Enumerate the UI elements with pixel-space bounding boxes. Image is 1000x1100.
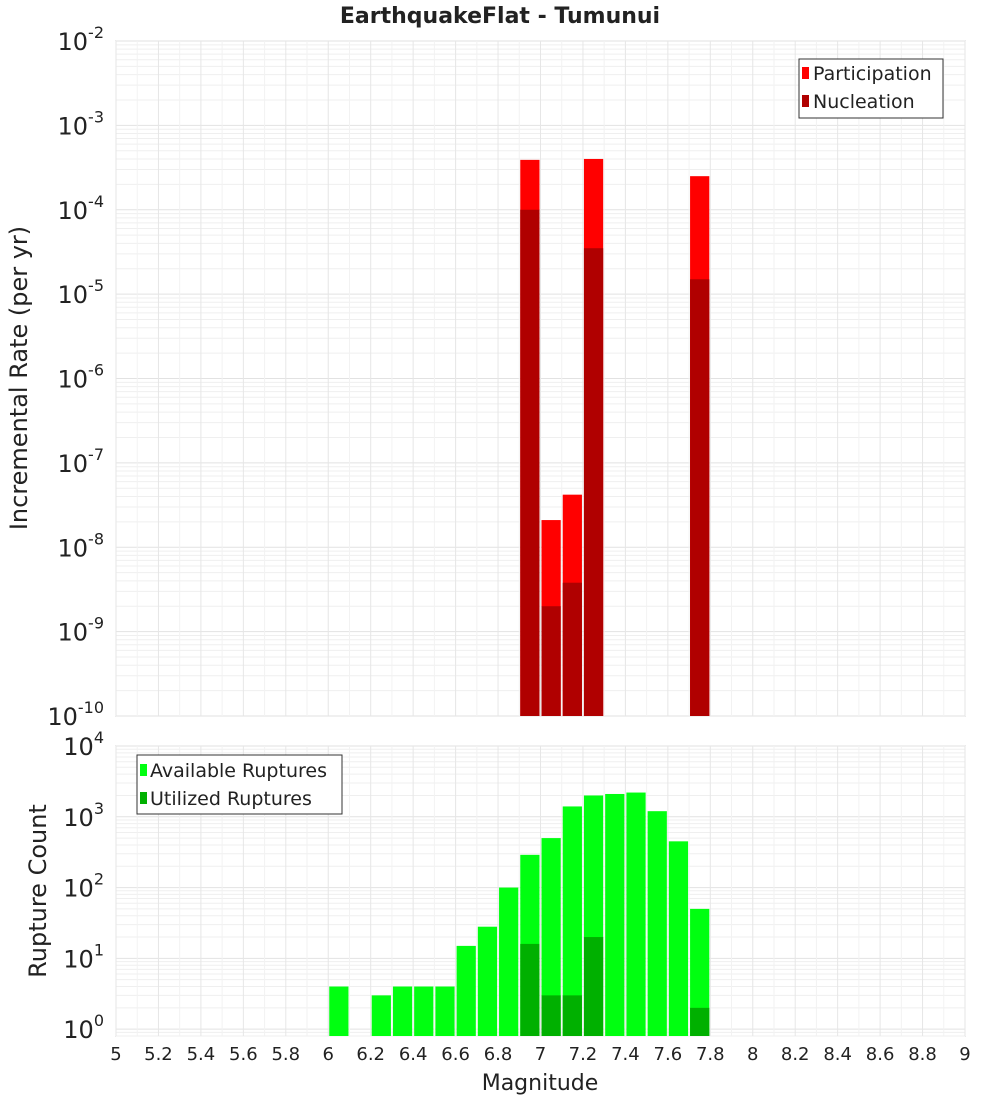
available-ruptures-bar <box>435 986 455 1036</box>
utilized-ruptures-bar <box>583 937 604 1036</box>
x-tick-label: 7.8 <box>696 1044 725 1065</box>
x-tick-label: 7.6 <box>654 1044 683 1065</box>
bottom-legend-box <box>136 754 343 815</box>
legend-swatch-utilized <box>140 792 147 804</box>
x-tick-labels: 5 5.2 5.4 5.6 5.8 6 6.2 6.4 6.6 6.8 7 7.2 7.4 7.6 7.8 8… <box>110 1044 970 1065</box>
top-y-tick-labels: 10-2 10-3 10-4 10-5 10-6 10-7 10-8 10-9 10-10 <box>47 23 104 731</box>
y-tick-label: 10-3 <box>58 107 105 140</box>
y-tick-label: 10-5 <box>58 276 105 309</box>
x-tick-label: 6.2 <box>356 1044 385 1065</box>
top-legend: Participation Nucleation <box>798 58 944 119</box>
y-tick-label: 10-2 <box>58 23 105 56</box>
top-panel: 10-2 10-3 10-4 10-5 10-6 10-7 10-8 10-9 10-10 In… <box>5 23 966 731</box>
utilized-ruptures-bar <box>520 943 540 1036</box>
legend-label-nucleation: Nucleation <box>813 91 915 113</box>
nucleation-bar <box>520 209 540 716</box>
nucleation-bar <box>562 582 582 716</box>
nucleation-bar <box>690 279 710 716</box>
bottom-legend: Available Ruptures Utilized Ruptures <box>136 754 343 815</box>
bottom-panel: 104 103 102 101 100 Rupture Count Available … <box>24 728 966 1044</box>
available-ruptures-bar <box>626 792 646 1036</box>
y-tick-label: 10-4 <box>58 192 105 225</box>
x-tick-label: 6.8 <box>484 1044 513 1065</box>
available-ruptures-bar <box>690 908 710 1036</box>
y-tick-label: 10-8 <box>58 529 105 562</box>
x-tick-label: 9 <box>959 1044 970 1065</box>
bottom-y-tick-labels: 104 103 102 101 100 <box>63 728 104 1044</box>
available-ruptures-bar <box>477 926 498 1036</box>
y-tick-label: 10-6 <box>58 361 105 394</box>
top-legend-box <box>798 58 944 119</box>
x-tick-label: 5.6 <box>229 1044 258 1065</box>
top-gridlines <box>115 40 966 717</box>
x-tick-label: 8 <box>747 1044 758 1065</box>
x-tick-label: 6.4 <box>399 1044 428 1065</box>
x-tick-label: 7 <box>535 1044 546 1065</box>
bottom-bars <box>329 792 710 1036</box>
legend-label-available: Available Ruptures <box>150 760 327 782</box>
x-tick-label: 5.2 <box>144 1044 173 1065</box>
x-tick-label: 5 <box>110 1044 121 1065</box>
available-ruptures-bar <box>562 806 582 1036</box>
available-ruptures-bar <box>414 986 434 1036</box>
top-bars <box>520 158 710 717</box>
x-tick-label: 7.4 <box>611 1044 640 1065</box>
chart-title: EarthquakeFlat - Tumunui <box>340 4 660 29</box>
bottom-y-axis-label: Rupture Count <box>24 804 52 978</box>
available-ruptures-bar <box>605 793 625 1036</box>
x-axis-label: Magnitude <box>482 1071 599 1096</box>
nucleation-bar <box>541 606 561 716</box>
y-tick-label: 10-10 <box>47 698 104 731</box>
x-tick-label: 7.2 <box>569 1044 598 1065</box>
x-tick-label: 6.6 <box>441 1044 470 1065</box>
utilized-ruptures-bar <box>562 995 582 1036</box>
y-tick-label: 104 <box>63 728 104 761</box>
y-tick-label: 102 <box>63 870 104 903</box>
x-tick-label: 8.6 <box>866 1044 895 1065</box>
legend-label-participation: Participation <box>813 63 932 85</box>
utilized-ruptures-bar <box>541 995 561 1036</box>
legend-swatch-available <box>140 764 147 776</box>
top-y-axis-label: Incremental Rate (per yr) <box>5 226 33 530</box>
y-tick-label: 100 <box>63 1011 104 1044</box>
legend-label-utilized: Utilized Ruptures <box>150 788 312 810</box>
y-tick-label: 103 <box>63 799 104 832</box>
x-tick-label: 8.2 <box>781 1044 810 1065</box>
nucleation-bar <box>583 248 604 717</box>
available-ruptures-bar <box>329 986 349 1036</box>
x-tick-label: 5.4 <box>187 1044 216 1065</box>
legend-swatch-participation <box>802 67 809 79</box>
legend-swatch-nucleation <box>802 95 809 107</box>
x-tick-label: 5.8 <box>271 1044 300 1065</box>
y-tick-label: 101 <box>63 940 104 973</box>
x-tick-label: 8.8 <box>908 1044 937 1065</box>
available-ruptures-bar <box>541 838 561 1036</box>
x-tick-label: 8.4 <box>823 1044 852 1065</box>
available-ruptures-bar <box>499 887 519 1036</box>
available-ruptures-bar <box>668 841 689 1036</box>
x-tick-label: 6 <box>323 1044 334 1065</box>
available-ruptures-bar <box>371 995 391 1036</box>
y-tick-label: 10-9 <box>58 614 105 647</box>
available-ruptures-bar <box>456 945 476 1036</box>
available-ruptures-bar <box>647 811 667 1036</box>
y-tick-label: 10-7 <box>58 445 105 478</box>
available-ruptures-bar <box>392 986 413 1036</box>
utilized-ruptures-bar <box>690 1007 710 1036</box>
